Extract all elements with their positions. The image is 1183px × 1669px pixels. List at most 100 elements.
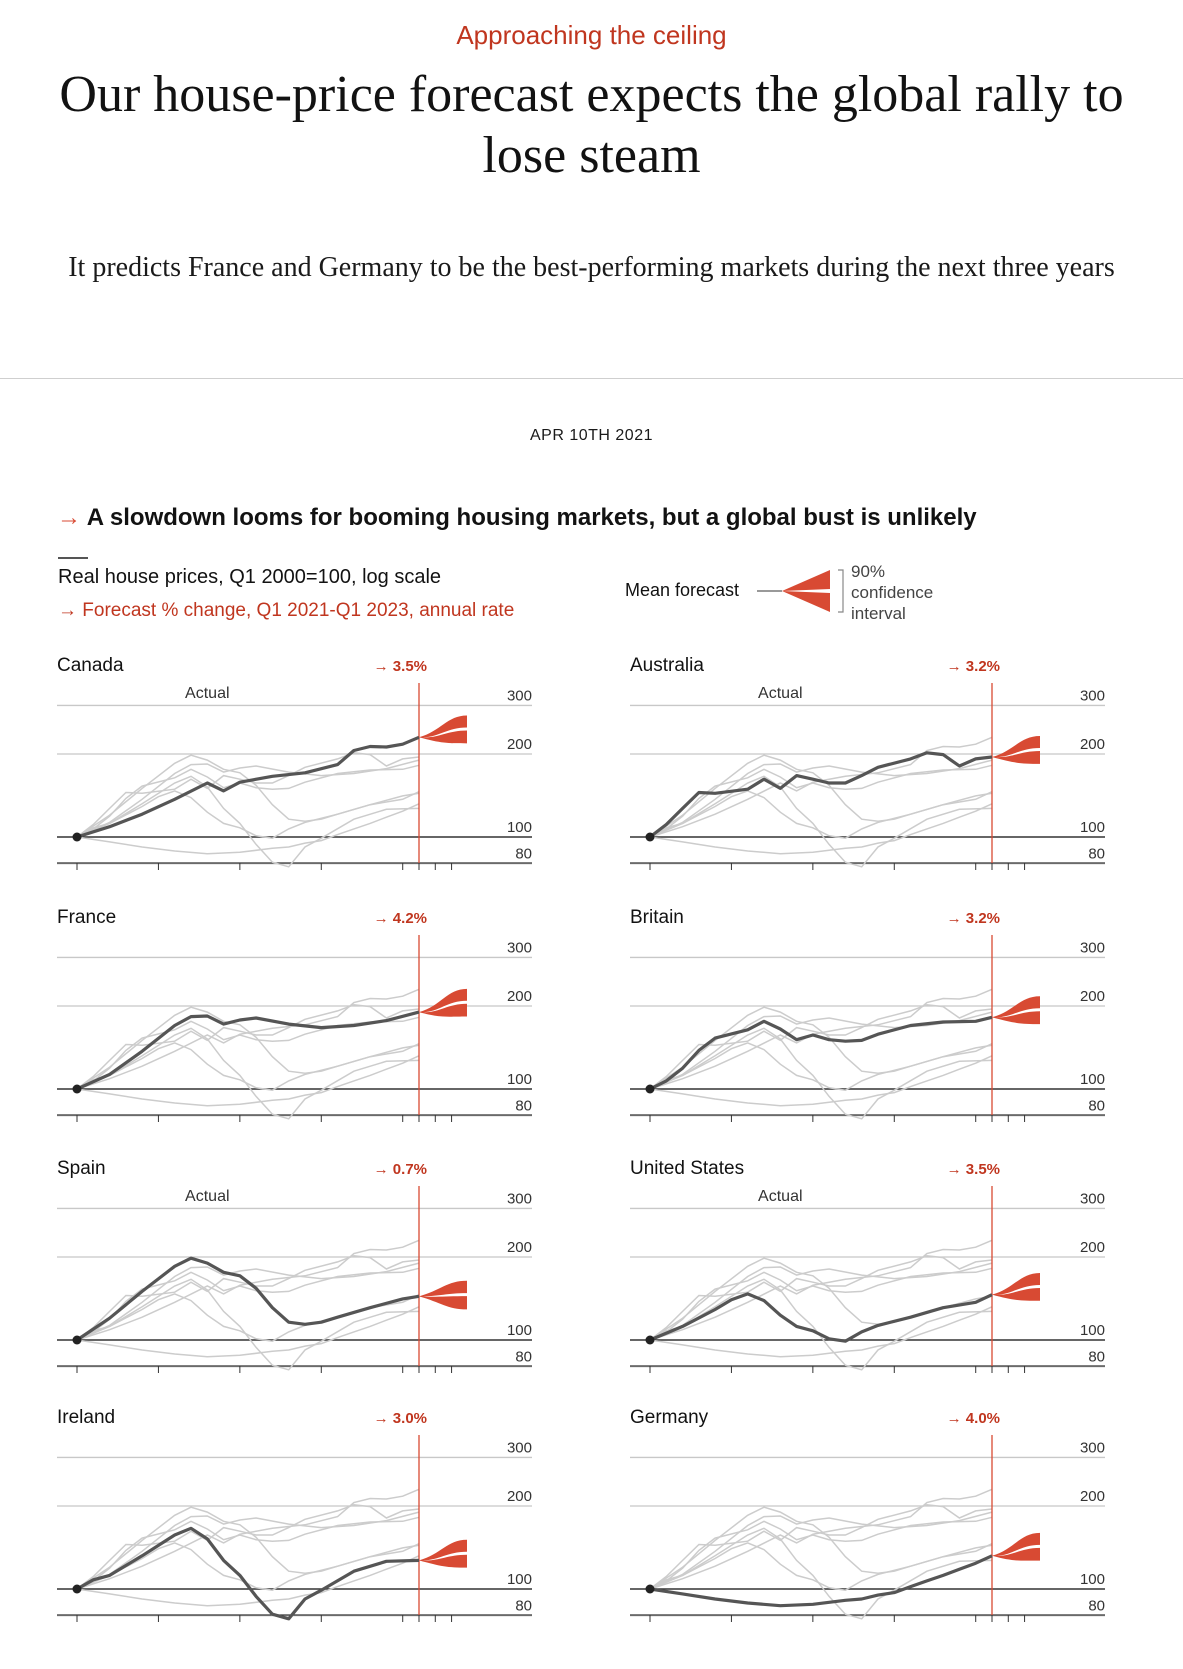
context-series-line [649,1004,993,1090]
panel-forecast-label: → 4.2% [374,910,427,927]
forecast-mean-line [996,747,1040,758]
chart-subtitle: Real house prices, Q1 2000=100, log scal… [58,566,442,588]
context-series-line [76,1027,420,1120]
context-series-line [76,775,420,868]
actual-label: Actual [758,1188,802,1205]
mean-forecast-label: Mean forecast [625,580,739,600]
country-series-line [649,1015,993,1091]
context-series-line [76,1239,420,1341]
context-series-line [76,1055,420,1107]
panel-country-label: Canada [57,655,124,676]
context-series-line [649,1306,993,1358]
chart-panel: Germany→ 4.0%3002001008020000510152023 [630,1407,1105,1622]
y-tick-label: 100 [1080,1071,1105,1088]
country-series-line [76,1010,420,1091]
panel-country-label: United States [630,1158,744,1179]
context-series-line [76,1542,420,1591]
context-series-line [76,1267,420,1341]
panel-country-label: France [57,907,116,928]
standfirst: It predicts France and Germany to be the… [68,252,1115,283]
forecast-mean-line [423,1293,467,1297]
panel-country-label: Britain [630,907,684,928]
y-tick-label: 300 [1080,687,1105,704]
forecast-fan [419,715,467,744]
context-series-line [76,1278,420,1371]
chart-panel: Ireland→ 3.0%3002001008020000510152023 [57,1407,532,1622]
forecast-mean-line [423,1551,467,1561]
y-tick-label: 80 [1088,1349,1105,1366]
y-tick-label: 100 [507,819,532,836]
context-series-line [76,764,420,838]
context-series-line [76,1255,420,1341]
headline: Our house-price forecast expects the glo… [59,66,1124,184]
origin-dot [645,1584,655,1594]
y-tick-label: 200 [1080,1488,1105,1505]
y-tick-label: 200 [507,1488,532,1505]
context-series-line [649,1511,993,1590]
y-tick-label: 80 [515,1349,532,1366]
context-series-line [649,1488,993,1590]
country-series-line [649,751,993,839]
y-tick-label: 80 [515,1098,532,1115]
y-tick-label: 80 [515,1598,532,1615]
y-tick-label: 200 [507,1239,532,1256]
y-tick-label: 300 [507,1190,532,1207]
panel-forecast-label: → 3.2% [947,910,1000,927]
confidence-label-line: 90% [851,562,885,581]
y-tick-label: 80 [515,846,532,863]
context-series-line [649,764,993,838]
panel-forecast-label: → 3.5% [947,1161,1000,1178]
context-series-line [76,1511,420,1590]
origin-dot [72,832,82,842]
context-series-line [649,759,993,838]
y-tick-label: 300 [1080,939,1105,956]
context-series-line [649,1504,993,1590]
y-tick-label: 300 [1080,1439,1105,1456]
subtitle-rule [58,557,88,559]
y-tick-label: 200 [507,988,532,1005]
actual-label: Actual [758,685,802,702]
chart-panel: Australia→ 3.2%3002001008020000510152023… [630,655,1105,870]
context-series-line [649,803,993,855]
context-series-line [76,1004,420,1090]
actual-label: Actual [185,685,229,702]
forecast-fan [992,1532,1040,1561]
context-series-line [649,988,993,1090]
context-series-line [649,1262,993,1341]
forecast-mean-line [996,1544,1040,1556]
country-series-line [649,1292,993,1343]
context-series-line [76,988,420,1090]
forecast-fan [992,1272,1040,1301]
y-tick-label: 100 [507,1071,532,1088]
context-series-line [649,1542,993,1591]
context-series-line [76,1516,420,1590]
forecast-mean-line [423,727,467,738]
y-tick-label: 80 [1088,1598,1105,1615]
actual-label: Actual [185,1188,229,1205]
country-series-line [76,1256,420,1342]
confidence-label-line: interval [851,604,906,623]
forecast-mean-line [423,1000,467,1013]
chart-panel: Canada→ 3.5%3002001008020000510152023Act… [57,655,532,870]
y-tick-label: 300 [507,687,532,704]
chart-panel: United States→ 3.5%300200100802000051015… [630,1158,1105,1373]
origin-dot [72,1084,82,1094]
context-series-line [649,790,993,839]
y-tick-label: 200 [507,736,532,753]
panel-forecast-label: → 0.7% [374,1161,427,1178]
y-tick-label: 100 [1080,819,1105,836]
panel-forecast-label: → 3.5% [374,658,427,675]
context-series-line [649,1278,993,1371]
context-series-line [649,1255,993,1341]
chart-panel: France→ 4.2%3002001008020000510152023 [57,907,532,1122]
y-tick-label: 200 [1080,988,1105,1005]
origin-dot [645,1084,655,1094]
confidence-bracket [838,569,844,613]
y-tick-label: 300 [1080,1190,1105,1207]
origin-dot [72,1584,82,1594]
y-tick-label: 80 [1088,846,1105,863]
y-tick-label: 200 [1080,736,1105,753]
forecast-legend-text: Forecast % change, Q1 2021-Q1 2023, annu… [82,600,515,621]
y-tick-label: 100 [507,1322,532,1339]
origin-dot [72,1335,82,1345]
